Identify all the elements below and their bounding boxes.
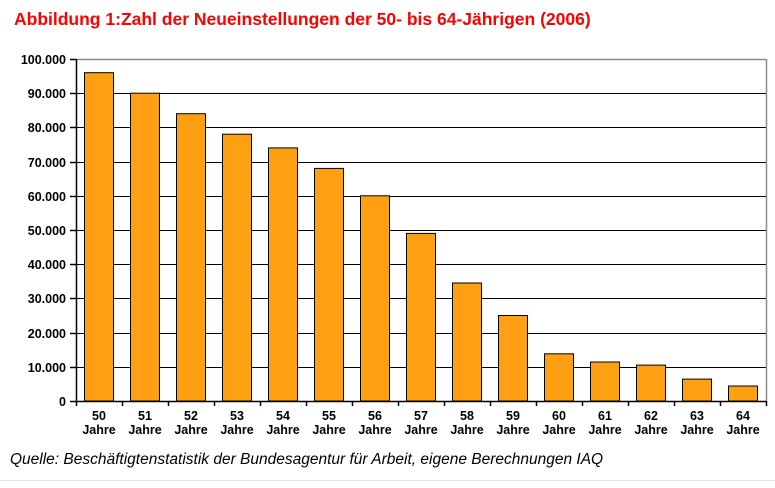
y-tick-label: 40.000 (28, 258, 66, 272)
x-tick-label: Jahre (496, 423, 529, 437)
figure-title-text: Zahl der Neueinstellungen der 50- bis 64… (120, 9, 591, 29)
x-tick-label: Jahre (634, 423, 667, 437)
x-tick-label: Jahre (542, 423, 575, 437)
figure-title: Abbildung 1:Zahl der Neueinstellungen de… (14, 9, 591, 30)
bar-61-jahre (590, 361, 620, 402)
x-tick-label: 56 (368, 409, 382, 423)
bar-52-jahre (176, 113, 206, 402)
y-tick-label: 70.000 (28, 156, 66, 170)
x-tick-label: 61 (598, 409, 612, 423)
bar-55-jahre (314, 167, 344, 402)
y-tick-label: 50.000 (28, 224, 66, 238)
x-tick-label: Jahre (680, 423, 713, 437)
x-tick-label: Jahre (726, 423, 759, 437)
bar-64-jahre (728, 385, 758, 402)
x-tick-label: 60 (552, 409, 566, 423)
bar-60-jahre (544, 353, 574, 402)
x-tick-label: 58 (460, 409, 474, 423)
x-tick-label: Jahre (174, 423, 207, 437)
y-tick-label: 80.000 (28, 121, 66, 135)
bar-51-jahre (130, 92, 160, 402)
x-tick-label: 57 (414, 409, 428, 423)
x-tick-label: 62 (644, 409, 658, 423)
bar-59-jahre (498, 315, 528, 402)
x-tick-label: 50 (92, 409, 106, 423)
x-tick-label: 51 (138, 409, 152, 423)
x-tick-label: 53 (230, 409, 244, 423)
x-tick-label: Jahre (588, 423, 621, 437)
y-tick-label: 0 (59, 395, 66, 409)
x-tick-label: Jahre (266, 423, 299, 437)
bar-50-jahre (84, 72, 114, 402)
bar-58-jahre (452, 282, 482, 402)
y-tick-label: 60.000 (28, 190, 66, 204)
x-tick-label: 54 (276, 409, 290, 423)
bar-62-jahre (636, 364, 666, 402)
bar-chart: 0 10.000 20.000 30.000 40.000 50.000 60.000 70.… (21, 53, 768, 437)
figure-title-label: Abbildung 1: (14, 9, 121, 29)
bar-54-jahre (268, 147, 298, 402)
x-tick-label: Jahre (358, 423, 391, 437)
x-tick-label: Jahre (220, 423, 253, 437)
bar-56-jahre (360, 195, 390, 402)
x-tick-label: Jahre (128, 423, 161, 437)
x-tick-label: Jahre (404, 423, 437, 437)
y-tick-label: 100.000 (21, 53, 66, 67)
x-tick-label: 52 (184, 409, 198, 423)
x-tick-label: Jahre (82, 423, 115, 437)
x-tick-label: 55 (322, 409, 336, 423)
bar-53-jahre (222, 133, 252, 402)
bar-63-jahre (682, 378, 712, 402)
x-tick-label: 63 (690, 409, 704, 423)
x-tick-label: Jahre (450, 423, 483, 437)
footer-divider (0, 480, 775, 481)
x-tick-label: Jahre (312, 423, 345, 437)
source-note: Quelle: Beschäftigtenstatistik der Bunde… (10, 451, 604, 468)
x-tick-label: 59 (506, 409, 520, 423)
y-tick-label: 10.000 (28, 361, 66, 375)
y-tick-label: 90.000 (28, 87, 66, 101)
y-tick-label: 20.000 (28, 327, 66, 341)
x-tick-label: 64 (736, 409, 750, 423)
bar-57-jahre (406, 232, 436, 402)
y-tick-label: 30.000 (28, 292, 66, 306)
